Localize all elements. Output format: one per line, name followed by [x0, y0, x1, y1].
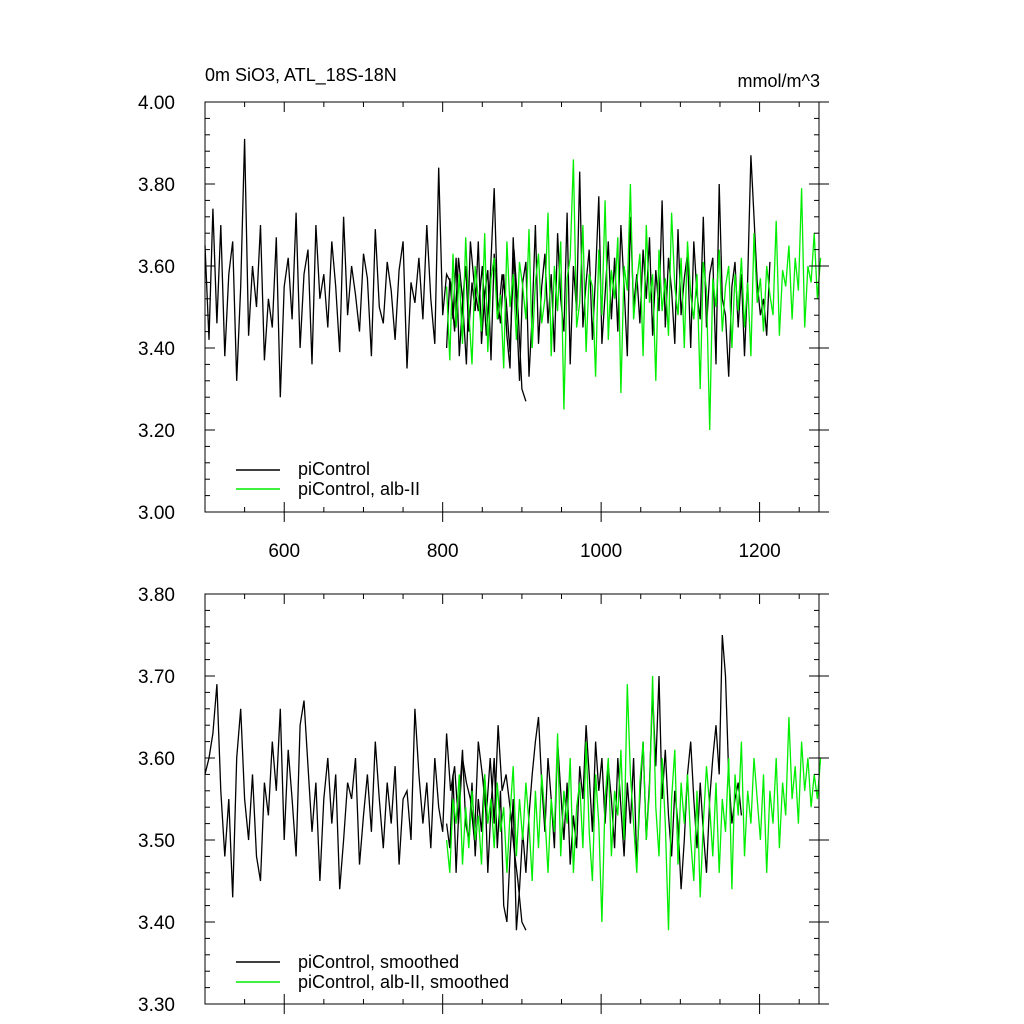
y-tick-label: 3.50: [138, 831, 175, 852]
top-tick-labels: 600 800 1000 1200 3.00 3.20 3.40 3.60 3.80 4.00: [138, 93, 781, 562]
x-tick-label: 1000: [580, 541, 622, 562]
bottom-legend: piControl, smoothed piControl, alb-II, s…: [236, 952, 509, 992]
legend-label-smoothed: piControl, smoothed: [298, 952, 459, 972]
y-tick-label: 3.80: [138, 585, 175, 606]
y-tick-label: 3.60: [138, 257, 175, 278]
legend-label-picontrol: piControl: [298, 459, 370, 479]
bottom-tick-labels: 3.30 3.40 3.50 3.60 3.70 3.80: [138, 585, 175, 1016]
top-panel: 0m SiO3, ATL_18S-18N mmol/m^3 600 800 1000…: [138, 65, 829, 562]
series-line-1-1: [445, 634, 743, 931]
top-plot-frame: [204, 101, 820, 513]
legend-label-alb: piControl, alb-II: [298, 479, 420, 499]
bottom-panel: 3.30 3.40 3.50 3.60 3.70 3.80 piControl, smoo…: [138, 585, 829, 1016]
x-tick-label: 600: [268, 541, 300, 562]
series-line-1-0: [204, 684, 527, 931]
units-label: mmol/m^3: [738, 71, 820, 91]
bottom-ticks: [204, 593, 829, 1014]
y-tick-label: 4.00: [138, 93, 175, 114]
series-line-1-2: [445, 675, 822, 931]
y-tick-label: 3.40: [138, 339, 175, 360]
series-line-0-2: [445, 159, 822, 431]
y-tick-label: 3.40: [138, 913, 175, 934]
top-ticks: [204, 101, 829, 522]
chart-title: 0m SiO3, ATL_18S-18N: [205, 65, 397, 86]
x-tick-label: 1200: [738, 541, 780, 562]
top-plot-lines: [204, 138, 822, 431]
y-tick-label: 3.30: [138, 995, 175, 1016]
bottom-plot-lines: [204, 634, 822, 931]
legend-label-alb-smoothed: piControl, alb-II, smoothed: [298, 972, 509, 992]
x-tick-label: 800: [427, 541, 459, 562]
y-tick-label: 3.70: [138, 667, 175, 688]
y-tick-label: 3.20: [138, 421, 175, 442]
y-tick-label: 3.60: [138, 749, 175, 770]
y-tick-label: 3.80: [138, 175, 175, 196]
series-line-0-1: [445, 155, 771, 381]
top-legend: piControl piControl, alb-II: [236, 459, 420, 499]
series-line-0-0: [204, 138, 527, 402]
y-tick-label: 3.00: [138, 503, 175, 524]
bottom-plot-frame: [204, 593, 820, 1005]
